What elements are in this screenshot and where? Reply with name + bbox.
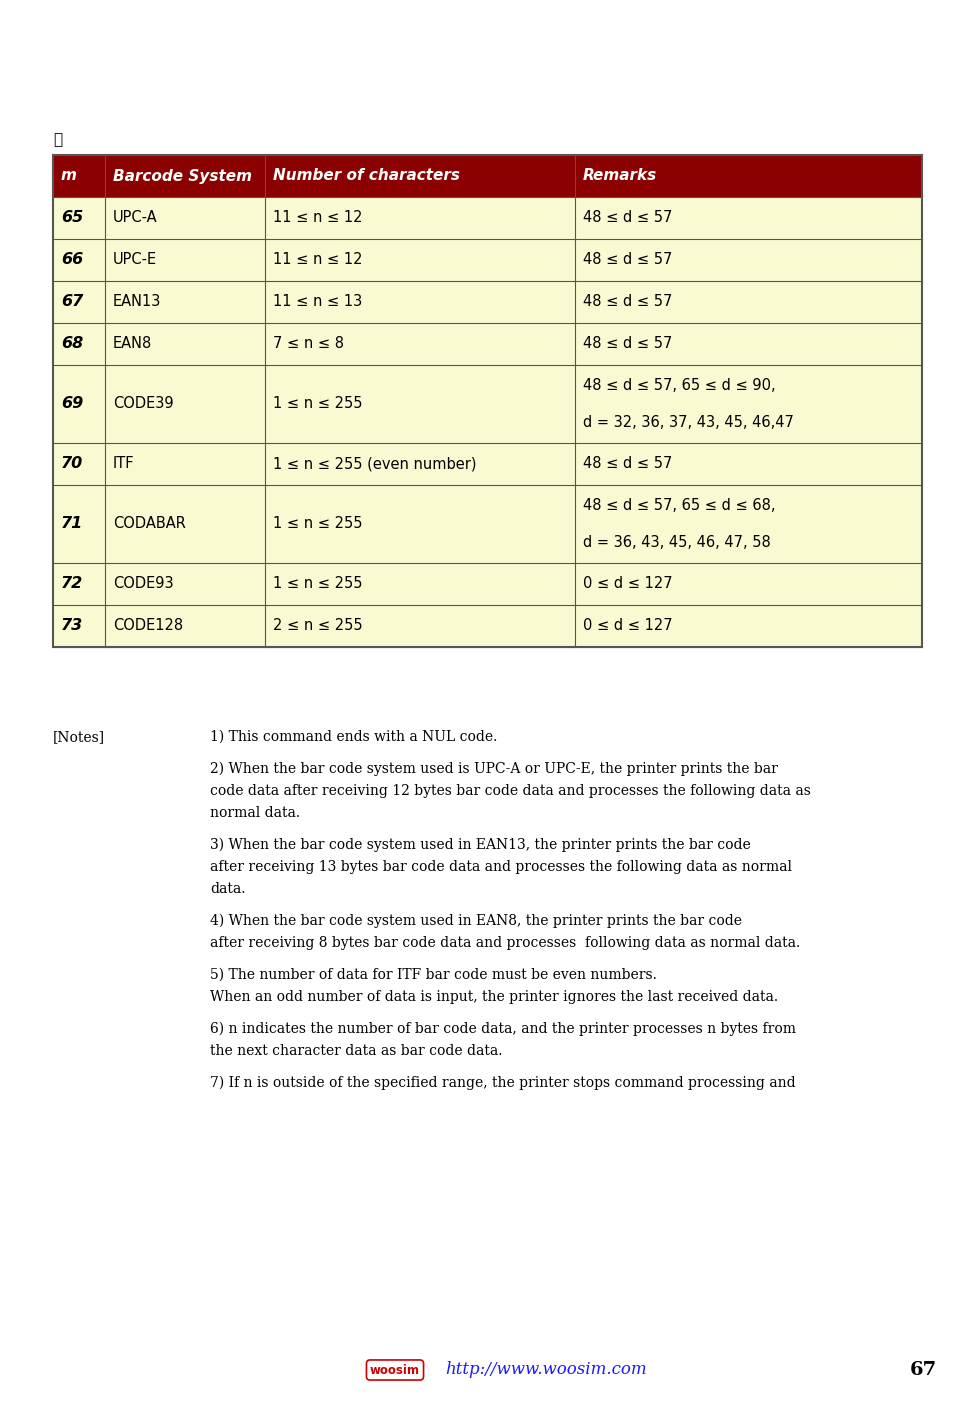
Text: 48 ≤ d ≤ 57: 48 ≤ d ≤ 57 bbox=[583, 457, 672, 471]
Text: 73: 73 bbox=[61, 618, 83, 634]
Text: normal data.: normal data. bbox=[210, 806, 300, 820]
Text: ②: ② bbox=[53, 133, 62, 147]
Text: after receiving 13 bytes bar code data and processes the following data as norma: after receiving 13 bytes bar code data a… bbox=[210, 859, 792, 873]
Text: 48 ≤ d ≤ 57: 48 ≤ d ≤ 57 bbox=[583, 336, 672, 351]
Text: 7) If n is outside of the specified range, the printer stops command processing : 7) If n is outside of the specified rang… bbox=[210, 1077, 796, 1091]
Bar bbox=[53, 281, 922, 323]
Text: 65: 65 bbox=[61, 210, 83, 226]
Text: 1 ≤ n ≤ 255: 1 ≤ n ≤ 255 bbox=[273, 516, 362, 532]
Text: [Notes]: [Notes] bbox=[53, 729, 105, 744]
Bar bbox=[53, 155, 922, 198]
Text: 72: 72 bbox=[61, 577, 83, 591]
Text: woosim: woosim bbox=[370, 1363, 420, 1377]
Text: 66: 66 bbox=[61, 253, 83, 268]
Bar bbox=[53, 563, 922, 605]
Text: 1 ≤ n ≤ 255: 1 ≤ n ≤ 255 bbox=[273, 577, 362, 591]
Text: 2) When the bar code system used is UPC-A or UPC-E, the printer prints the bar: 2) When the bar code system used is UPC-… bbox=[210, 762, 778, 776]
Text: 67: 67 bbox=[61, 295, 83, 309]
Bar bbox=[53, 323, 922, 365]
Bar bbox=[53, 155, 922, 648]
Text: http://www.woosim.com: http://www.woosim.com bbox=[445, 1362, 646, 1379]
Text: code data after receiving 12 bytes bar code data and processes the following dat: code data after receiving 12 bytes bar c… bbox=[210, 785, 811, 799]
Text: 68: 68 bbox=[61, 336, 83, 351]
Text: 3) When the bar code system used in EAN13, the printer prints the bar code: 3) When the bar code system used in EAN1… bbox=[210, 838, 751, 852]
Text: UPC-E: UPC-E bbox=[113, 253, 157, 268]
Text: 0 ≤ d ≤ 127: 0 ≤ d ≤ 127 bbox=[583, 618, 672, 634]
Text: 2 ≤ n ≤ 255: 2 ≤ n ≤ 255 bbox=[273, 618, 362, 634]
Text: after receiving 8 bytes bar code data and processes  following data as normal da: after receiving 8 bytes bar code data an… bbox=[210, 935, 800, 950]
Bar bbox=[53, 238, 922, 281]
Text: CODABAR: CODABAR bbox=[113, 516, 186, 532]
Text: 0 ≤ d ≤ 127: 0 ≤ d ≤ 127 bbox=[583, 577, 672, 591]
Text: CODE39: CODE39 bbox=[113, 396, 173, 412]
Text: Remarks: Remarks bbox=[583, 168, 657, 183]
Bar bbox=[53, 443, 922, 485]
Text: Barcode System: Barcode System bbox=[113, 168, 252, 183]
Text: 11 ≤ n ≤ 12: 11 ≤ n ≤ 12 bbox=[273, 210, 362, 226]
Text: UPC-A: UPC-A bbox=[113, 210, 158, 226]
Text: 67: 67 bbox=[910, 1362, 937, 1379]
Text: 1 ≤ n ≤ 255 (even number): 1 ≤ n ≤ 255 (even number) bbox=[273, 457, 477, 471]
Bar bbox=[53, 485, 922, 563]
Text: ITF: ITF bbox=[113, 457, 135, 471]
Text: d = 32, 36, 37, 43, 45, 46,47: d = 32, 36, 37, 43, 45, 46,47 bbox=[583, 415, 794, 430]
Text: d = 36, 43, 45, 46, 47, 58: d = 36, 43, 45, 46, 47, 58 bbox=[583, 535, 770, 550]
Text: 1 ≤ n ≤ 255: 1 ≤ n ≤ 255 bbox=[273, 396, 362, 412]
Text: data.: data. bbox=[210, 882, 245, 896]
Text: 48 ≤ d ≤ 57: 48 ≤ d ≤ 57 bbox=[583, 253, 672, 268]
Text: 48 ≤ d ≤ 57, 65 ≤ d ≤ 90,: 48 ≤ d ≤ 57, 65 ≤ d ≤ 90, bbox=[583, 378, 775, 392]
Text: When an odd number of data is input, the printer ignores the last received data.: When an odd number of data is input, the… bbox=[210, 991, 778, 1005]
Text: 70: 70 bbox=[61, 457, 83, 471]
Text: 48 ≤ d ≤ 57, 65 ≤ d ≤ 68,: 48 ≤ d ≤ 57, 65 ≤ d ≤ 68, bbox=[583, 498, 775, 512]
Text: 48 ≤ d ≤ 57: 48 ≤ d ≤ 57 bbox=[583, 295, 672, 309]
Text: 11 ≤ n ≤ 12: 11 ≤ n ≤ 12 bbox=[273, 253, 362, 268]
Text: 7 ≤ n ≤ 8: 7 ≤ n ≤ 8 bbox=[273, 336, 344, 351]
Text: CODE93: CODE93 bbox=[113, 577, 173, 591]
Text: 69: 69 bbox=[61, 396, 83, 412]
Text: 71: 71 bbox=[61, 516, 83, 532]
Text: EAN8: EAN8 bbox=[113, 336, 152, 351]
Text: 11 ≤ n ≤ 13: 11 ≤ n ≤ 13 bbox=[273, 295, 362, 309]
Bar bbox=[53, 365, 922, 443]
Text: m: m bbox=[61, 168, 77, 183]
Text: the next character data as bar code data.: the next character data as bar code data… bbox=[210, 1044, 503, 1058]
Text: 1) This command ends with a NUL code.: 1) This command ends with a NUL code. bbox=[210, 729, 497, 744]
Text: EAN13: EAN13 bbox=[113, 295, 162, 309]
Bar bbox=[53, 198, 922, 238]
Text: Number of characters: Number of characters bbox=[273, 168, 460, 183]
Text: 6) n indicates the number of bar code data, and the printer processes n bytes fr: 6) n indicates the number of bar code da… bbox=[210, 1022, 796, 1037]
Text: CODE128: CODE128 bbox=[113, 618, 183, 634]
Text: 4) When the bar code system used in EAN8, the printer prints the bar code: 4) When the bar code system used in EAN8… bbox=[210, 914, 742, 928]
Text: 5) The number of data for ITF bar code must be even numbers.: 5) The number of data for ITF bar code m… bbox=[210, 968, 657, 982]
Bar bbox=[53, 605, 922, 648]
Text: 48 ≤ d ≤ 57: 48 ≤ d ≤ 57 bbox=[583, 210, 672, 226]
